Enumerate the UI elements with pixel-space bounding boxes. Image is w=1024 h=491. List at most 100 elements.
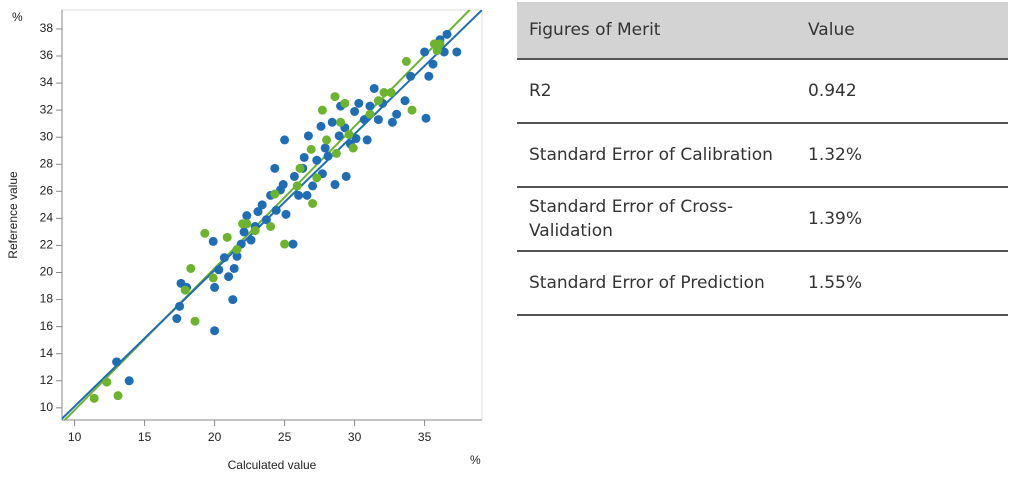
- point: [180, 285, 190, 295]
- point: [302, 190, 312, 200]
- point: [362, 135, 372, 145]
- point: [172, 314, 182, 324]
- point: [435, 39, 445, 49]
- point: [442, 29, 452, 39]
- point: [320, 143, 330, 153]
- point: [224, 272, 234, 282]
- point: [312, 155, 322, 165]
- table-row: Standard Error of Cross-Validation 1.39%: [517, 187, 1008, 252]
- header-cell: Value: [796, 2, 1008, 60]
- x-tick-label: 15: [138, 430, 152, 444]
- point: [348, 143, 358, 153]
- point: [344, 129, 354, 139]
- point: [89, 393, 99, 403]
- point: [316, 121, 326, 131]
- point: [200, 228, 210, 238]
- point: [208, 236, 218, 246]
- y-tick-label: 12: [40, 373, 54, 387]
- metric-value: 1.55%: [796, 251, 1008, 316]
- point: [331, 148, 341, 158]
- point: [222, 232, 232, 242]
- point: [308, 181, 318, 191]
- metric-value: 1.39%: [796, 187, 1008, 252]
- point: [281, 209, 291, 219]
- fit-line: [63, 10, 471, 420]
- point: [239, 227, 249, 237]
- point: [214, 265, 224, 275]
- metric-name: Standard Error of Cross-Validation: [517, 187, 796, 252]
- point: [365, 109, 375, 119]
- x-tick-label: 10: [68, 430, 82, 444]
- point: [327, 117, 337, 127]
- point: [407, 105, 417, 115]
- point: [387, 117, 397, 127]
- point: [266, 222, 276, 232]
- points: [89, 29, 462, 403]
- point: [257, 200, 267, 210]
- point: [219, 253, 229, 263]
- point: [250, 226, 260, 236]
- point: [190, 316, 200, 326]
- point: [208, 273, 218, 283]
- merit-table: Figures of Merit Value R2 0.942 Standard E…: [517, 2, 1008, 316]
- x-tick-label: 25: [278, 430, 292, 444]
- point: [299, 152, 309, 162]
- point: [292, 181, 302, 191]
- point: [306, 144, 316, 154]
- point: [386, 88, 396, 98]
- point: [428, 59, 438, 69]
- point: [359, 115, 369, 125]
- y-tick-label: 18: [40, 292, 54, 306]
- y-tick-label: 22: [40, 238, 54, 252]
- point: [379, 88, 389, 98]
- point: [354, 98, 364, 108]
- point: [340, 98, 350, 108]
- point: [336, 117, 346, 127]
- y-tick-label: 30: [40, 129, 54, 143]
- point: [280, 135, 290, 145]
- y-tick-label: 24: [40, 211, 54, 225]
- y-tick-label: 34: [40, 75, 54, 89]
- y-tick-label: 28: [40, 156, 54, 170]
- point: [351, 134, 361, 144]
- header-row: Figures of Merit Value: [517, 2, 1008, 60]
- metric-name: Standard Error of Prediction: [517, 251, 796, 316]
- point: [261, 215, 271, 225]
- table-row: R2 0.942: [517, 59, 1008, 124]
- point: [124, 376, 134, 386]
- point: [369, 83, 379, 93]
- x-unit: %: [470, 453, 481, 467]
- point: [373, 96, 383, 106]
- x-axis-title: Calculated value: [228, 458, 317, 472]
- point: [232, 245, 242, 255]
- point: [242, 211, 252, 221]
- point: [229, 263, 239, 273]
- y-tick-label: 26: [40, 183, 54, 197]
- y-axis-title: Reference value: [6, 171, 20, 259]
- y-unit: %: [12, 10, 23, 24]
- point: [424, 71, 434, 81]
- point: [439, 47, 449, 57]
- point: [102, 377, 112, 387]
- x-tick-label: 30: [348, 430, 362, 444]
- y-tick-label: 38: [40, 21, 54, 35]
- y-tick-label: 14: [40, 346, 54, 360]
- metric-value: 1.32%: [796, 123, 1008, 188]
- point: [312, 173, 322, 183]
- y-tick-label: 16: [40, 319, 54, 333]
- point: [341, 171, 351, 181]
- point: [308, 198, 318, 208]
- point: [350, 106, 360, 116]
- point: [420, 47, 430, 57]
- point: [288, 239, 298, 249]
- point: [246, 235, 256, 245]
- point: [175, 301, 185, 311]
- point: [280, 239, 290, 249]
- point: [392, 109, 402, 119]
- point: [271, 205, 281, 215]
- y-tick-label: 36: [40, 48, 54, 62]
- chart: % % Calculated value Reference value 10 1…: [6, 9, 483, 472]
- point: [294, 190, 304, 200]
- point: [334, 131, 344, 141]
- point: [242, 219, 252, 229]
